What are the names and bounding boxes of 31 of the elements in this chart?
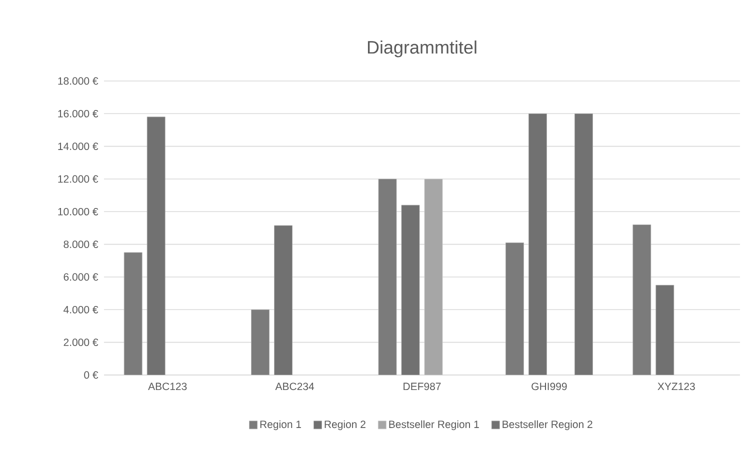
bar [401, 204, 420, 375]
y-tick-label: 4.000 € [64, 306, 98, 314]
legend-label: Bestseller Region 1 [389, 420, 479, 430]
x-tick-label: DEF987 [404, 382, 441, 390]
bar [274, 225, 293, 375]
chart-title: Diagrammtitel [368, 40, 476, 58]
y-tick-label: 0 € [84, 371, 98, 379]
y-tick-label: 10.000 € [58, 208, 98, 216]
y-tick-label: 14.000 € [58, 142, 98, 150]
x-tick-label: GHI999 [532, 382, 567, 390]
bar [574, 113, 593, 375]
x-tick-label: XYZ123 [658, 382, 695, 390]
bar [656, 284, 674, 375]
bar [124, 252, 142, 375]
bar [528, 113, 547, 375]
y-tick-label: 12.000 € [58, 175, 98, 183]
x-tick-label: ABC123 [148, 382, 187, 390]
bar [378, 178, 397, 375]
bar [632, 224, 652, 375]
bar [251, 309, 270, 375]
y-tick-label: 16.000 € [58, 110, 98, 118]
legend-label: Region 2 [324, 420, 366, 430]
bar [146, 116, 166, 375]
legend-label: Region 1 [260, 420, 302, 430]
y-tick-label: 18.000 € [58, 77, 98, 85]
bar [505, 242, 524, 375]
y-tick-label: 6.000 € [64, 273, 98, 281]
y-tick-label: 8.000 € [64, 240, 98, 248]
legend-label: Bestseller Region 2 [502, 420, 592, 430]
x-tick-label: ABC234 [275, 382, 314, 390]
y-tick-label: 2.000 € [64, 338, 98, 346]
